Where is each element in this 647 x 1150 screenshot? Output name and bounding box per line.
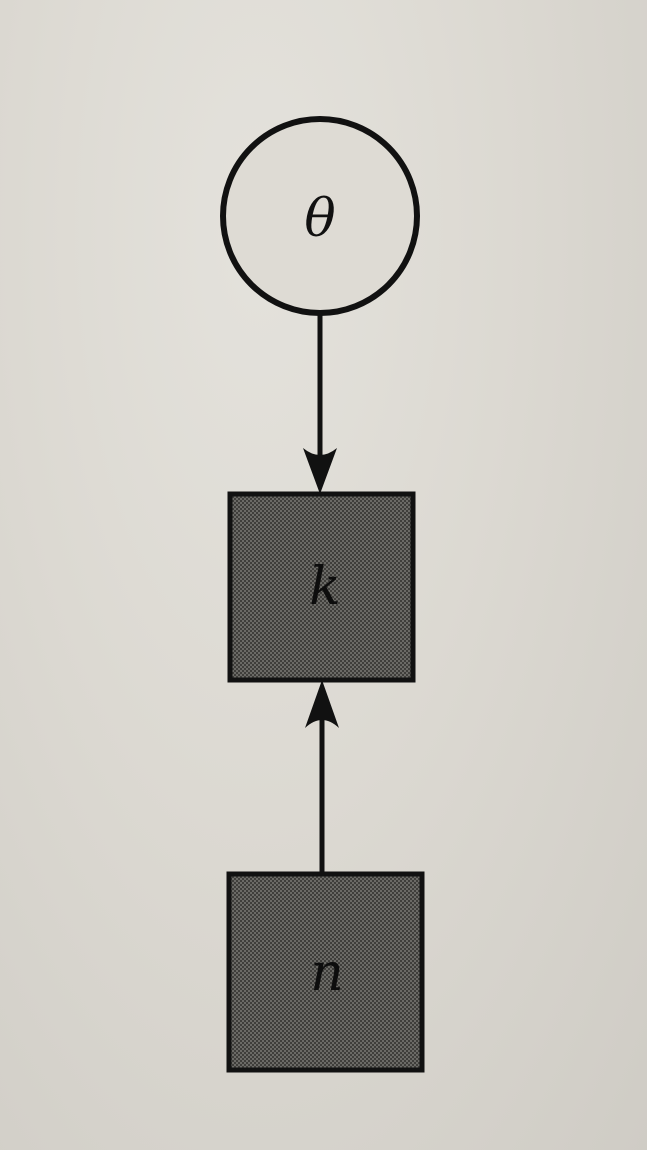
node-k-label: k (309, 557, 341, 617)
node-n: n (226, 871, 425, 1073)
edge-n-to-k (305, 680, 339, 874)
edge-theta-to-k (303, 314, 337, 494)
node-n-square (226, 871, 425, 1073)
node-theta: θ (220, 116, 420, 316)
node-k: k (227, 491, 416, 683)
node-k-square (227, 491, 416, 683)
arrowhead-up-icon (305, 680, 339, 728)
node-theta-label: θ (304, 189, 335, 249)
arrowhead-down-icon (303, 448, 337, 494)
node-n-label: n (310, 943, 344, 1003)
node-theta-circle (220, 116, 420, 316)
